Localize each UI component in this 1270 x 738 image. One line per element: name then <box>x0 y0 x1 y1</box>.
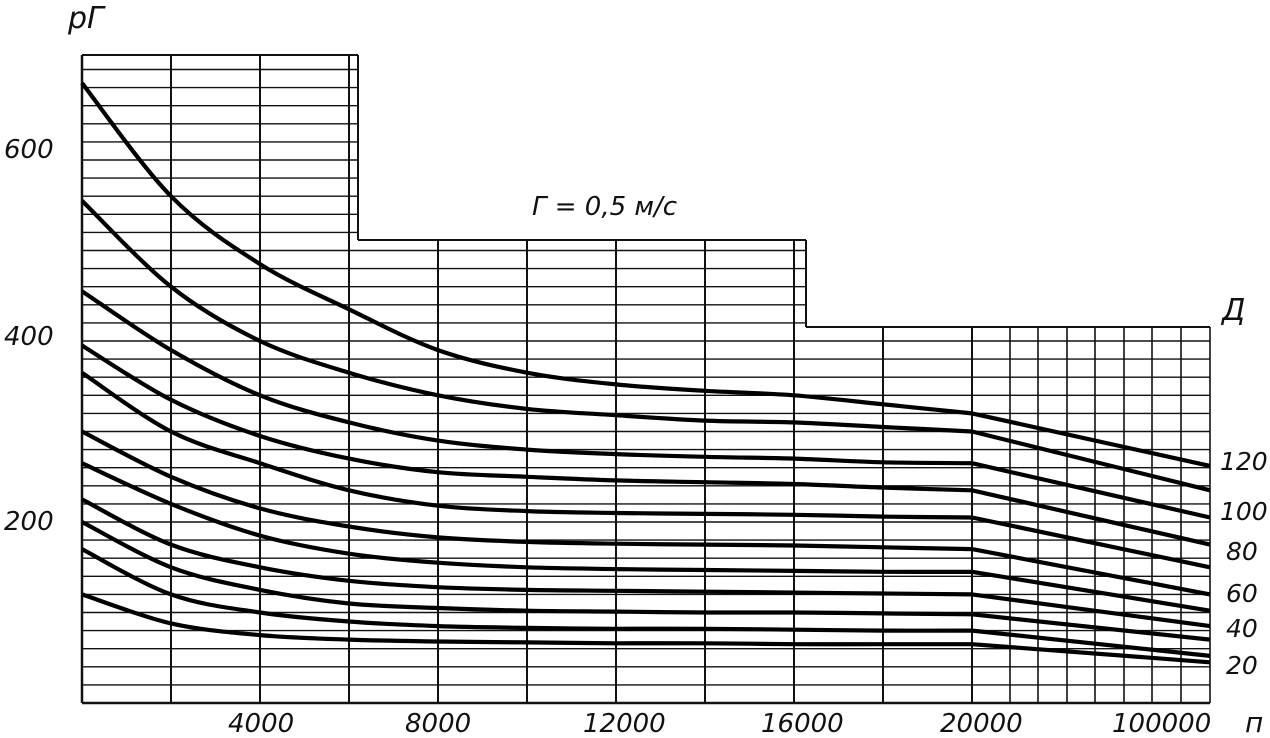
x-tick-label: 4000 <box>228 709 294 738</box>
chart-annotation: Г = 0,5 м/с <box>532 192 677 222</box>
series-curve-9 <box>81 520 1211 642</box>
series-curve-6 <box>81 429 1211 597</box>
x-tick-label: 20000 <box>940 709 1023 738</box>
series-curve-3 <box>80 289 1211 520</box>
series-curve-10 <box>81 547 1211 658</box>
y-tick-label: 200 <box>4 507 54 537</box>
legend-title: Д <box>1220 293 1245 328</box>
series-label: 100 <box>1220 497 1268 526</box>
y-tick-label: 400 <box>4 322 54 352</box>
y-axis-title: рГ <box>67 1 106 36</box>
series-label: 120 <box>1220 447 1268 476</box>
series-curve-5 <box>80 370 1211 570</box>
series-curve-11 <box>81 592 1211 665</box>
series-curve-1 <box>80 81 1211 468</box>
curves <box>80 81 1211 665</box>
x-tick-label: 8000 <box>405 709 471 738</box>
x-axis-title: п <box>1245 706 1263 738</box>
x-tick-label: 12000 <box>583 709 666 738</box>
x-tick-label: 100000 <box>1112 709 1211 738</box>
series-curve-2 <box>80 199 1211 493</box>
series-label: 60 <box>1226 579 1258 608</box>
series-label: 40 <box>1226 614 1258 643</box>
series-curve-7 <box>81 461 1211 613</box>
series-curve-8 <box>81 497 1211 629</box>
series-curve-4 <box>80 343 1211 547</box>
grid <box>80 54 1211 705</box>
series-label: 80 <box>1226 537 1258 566</box>
y-tick-label: 600 <box>4 135 54 165</box>
x-tick-label: 16000 <box>761 709 844 738</box>
series-label: 20 <box>1226 651 1258 680</box>
